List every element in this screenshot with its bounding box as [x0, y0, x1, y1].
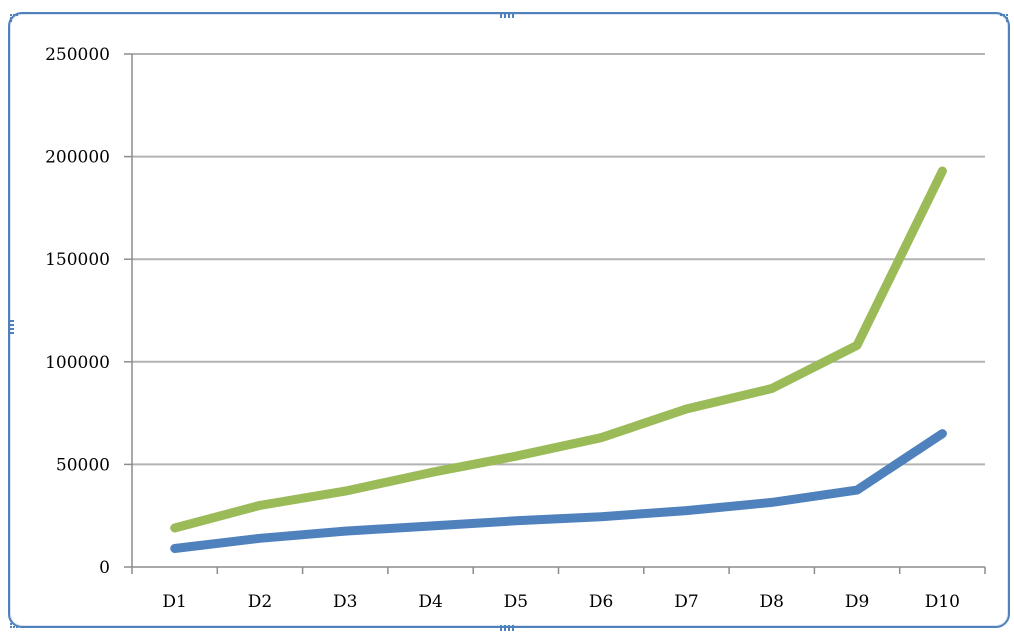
y-axis-tick-labels: 0 50000 100000 150000 200000 250000 — [45, 45, 110, 578]
series-line-2 — [170, 429, 947, 553]
resize-corner-top-right[interactable] — [1000, 14, 1008, 22]
y-tick-label: 100000 — [45, 353, 110, 373]
x-tick-label: D1 — [162, 592, 186, 612]
x-tick-label: D7 — [674, 592, 698, 612]
resize-handle-top[interactable] — [500, 12, 516, 18]
x-tick-label: D4 — [418, 592, 442, 612]
y-tick-label: 0 — [99, 558, 110, 578]
x-axis-tick-labels: D1 D2 D3 D4 D5 D6 D7 D8 D9 D10 — [162, 592, 960, 612]
series-line-1 — [170, 166, 947, 533]
x-tick-label: D9 — [845, 592, 869, 612]
resize-corner-top-left[interactable] — [10, 14, 18, 22]
x-tick-label: D3 — [333, 592, 357, 612]
x-tick-label: D2 — [248, 592, 272, 612]
x-tick-label: D8 — [760, 592, 784, 612]
axes — [124, 53, 986, 574]
y-tick-label: 150000 — [45, 250, 110, 270]
x-tick-label: D10 — [925, 592, 960, 612]
y-tick-label: 200000 — [45, 148, 110, 168]
gridlines — [132, 53, 985, 466]
x-tick-label: D6 — [589, 592, 613, 612]
series-lines — [170, 166, 947, 553]
y-tick-label: 50000 — [56, 455, 110, 475]
resize-corner-bottom-left[interactable] — [10, 620, 18, 628]
resize-handle-left[interactable] — [8, 318, 14, 334]
y-tick-label: 250000 — [45, 45, 110, 65]
x-tick-label: D5 — [504, 592, 528, 612]
resize-handle-bottom[interactable] — [500, 625, 516, 631]
